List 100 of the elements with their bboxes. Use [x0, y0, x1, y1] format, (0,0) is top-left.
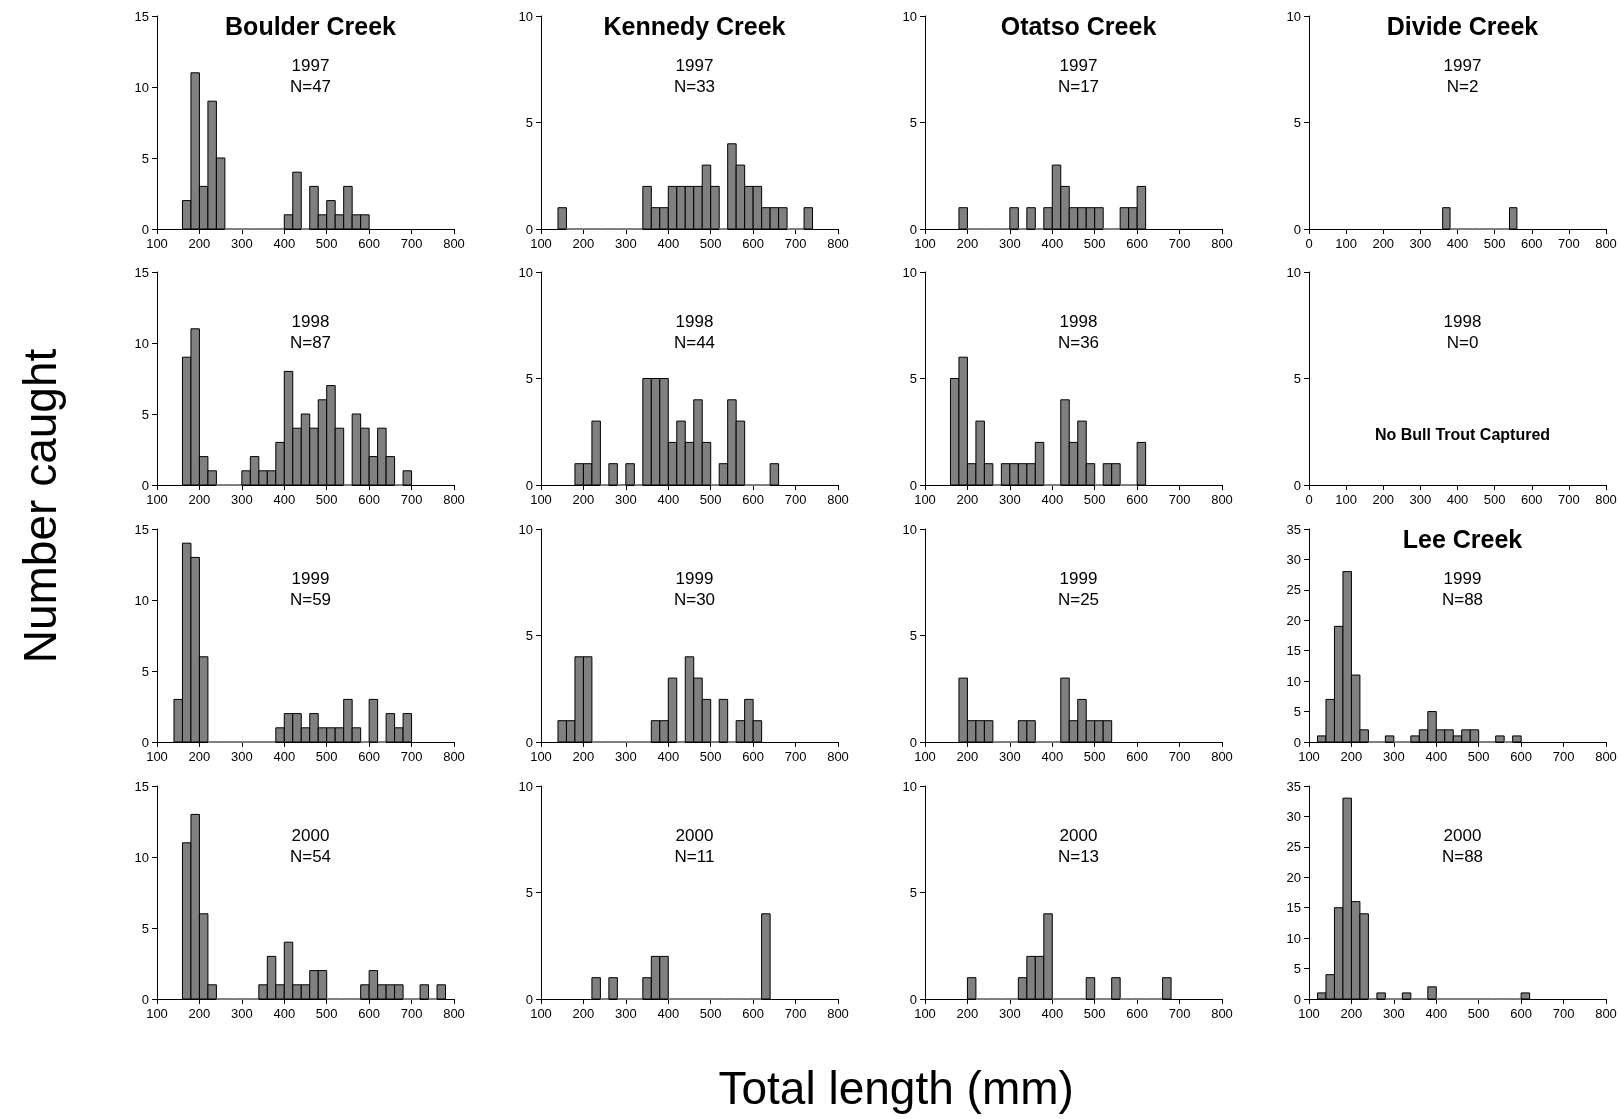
x-tick-label: 600: [742, 236, 764, 251]
annotation: N=59: [289, 590, 332, 609]
y-tick-label: 5: [525, 885, 533, 900]
y-tick-label: 10: [902, 778, 917, 794]
text: 1997: [1443, 56, 1482, 75]
x-tick-label: 300: [1383, 1006, 1405, 1021]
y-tick-label: 0: [141, 477, 149, 493]
x-tick-label: 500: [1083, 236, 1106, 251]
x-tick-label: 700: [400, 1006, 423, 1021]
y-tick-label: 0: [1293, 221, 1301, 237]
y-tick-label: 10: [1286, 673, 1301, 689]
x-tick-label: 700: [400, 749, 423, 764]
x-tick-label: 100: [1298, 1006, 1320, 1021]
y-tick-label: 0: [909, 734, 917, 750]
x-tick-label: 200: [188, 749, 211, 764]
annotation: N=0: [1446, 333, 1479, 352]
x-tick-label: 200: [188, 492, 211, 507]
x-tick-label: 700: [784, 1006, 807, 1021]
y-tick-label: 0: [1293, 734, 1301, 750]
x-tick-label: 400: [1041, 749, 1064, 764]
y-tick-label: 5: [141, 663, 149, 679]
y-tick-label: 5: [1293, 115, 1301, 130]
x-tick-label: 300: [999, 492, 1021, 507]
x-tick-label: 500: [699, 749, 722, 764]
x-tick-label: 400: [1041, 236, 1064, 251]
x-tick-label: 0: [1305, 236, 1313, 251]
y-tick-label: 0: [141, 991, 149, 1007]
text: 2000: [1059, 826, 1098, 845]
x-tick-label: 200: [188, 1006, 211, 1021]
y-tick-label: 10: [134, 849, 149, 865]
x-tick-label: 500: [1083, 1006, 1106, 1021]
x-tick-label: 700: [1168, 492, 1191, 507]
y-tick-label: 0: [525, 991, 533, 1007]
y-tick-label: 0: [141, 734, 149, 750]
text: 1999: [1059, 569, 1098, 588]
text: 1999: [291, 569, 330, 588]
x-tick-label: 600: [742, 492, 764, 507]
y-tick-label: 25: [1286, 839, 1301, 855]
x-tick-label: 600: [1520, 236, 1543, 251]
x-tick-label: 200: [1340, 749, 1363, 764]
x-tick-label: 500: [699, 492, 722, 507]
x-tick-label: 800: [827, 492, 849, 507]
x-tick-label: 700: [1168, 236, 1191, 251]
x-tick-label: 800: [443, 1006, 465, 1021]
x-tick-label: 800: [443, 749, 465, 764]
x-tick-label: 700: [1552, 749, 1575, 764]
y-tick-label: 5: [141, 150, 149, 166]
x-tick-label: 800: [1595, 236, 1617, 251]
x-tick-label: 400: [1041, 1006, 1064, 1021]
y-tick-label: 5: [909, 115, 917, 130]
y-tick-label: 30: [1286, 808, 1301, 824]
y-axis-title: Number caught: [12, 348, 67, 664]
annotation: N=11: [674, 847, 715, 866]
x-tick-label: 400: [657, 236, 680, 251]
y-tick-label: 10: [134, 592, 149, 608]
y-tick-label: 0: [525, 477, 533, 493]
y-tick-label: 0: [141, 221, 149, 237]
x-tick-label: 100: [530, 236, 552, 251]
y-tick-label: 20: [1286, 612, 1301, 628]
x-tick-label: 100: [914, 236, 936, 251]
x-tick-label: 800: [827, 236, 849, 251]
chart-title: Divide Creek: [1386, 11, 1539, 40]
x-tick-label: 100: [914, 492, 936, 507]
y-tick-label: 30: [1286, 551, 1301, 567]
x-tick-label: 600: [742, 749, 764, 764]
x-tick-label: 100: [146, 749, 168, 764]
x-tick-label: 500: [315, 1006, 338, 1021]
y-tick-label: 5: [525, 628, 533, 643]
y-tick-label: 15: [134, 8, 149, 24]
annotation: N=30: [673, 590, 716, 609]
x-tick-label: 200: [1340, 1006, 1363, 1021]
y-tick-label: 15: [1286, 900, 1301, 916]
x-tick-label: 300: [231, 749, 253, 764]
text: 1997: [675, 56, 714, 75]
y-tick-label: 10: [134, 335, 149, 351]
x-tick-label: 500: [1483, 492, 1506, 507]
y-tick-label: 5: [141, 920, 149, 936]
x-tick-label: 300: [231, 492, 253, 507]
x-tick-label: 700: [1558, 492, 1580, 507]
x-tick-label: 600: [1510, 1006, 1532, 1021]
x-tick-label: 500: [1483, 236, 1506, 251]
x-tick-label: 800: [443, 492, 465, 507]
x-tick-label: 500: [699, 1006, 722, 1021]
text: 1998: [1059, 312, 1098, 331]
chart-title: Otatso Creek: [1000, 11, 1157, 40]
text: 1999: [1443, 569, 1482, 588]
annotation: N=25: [1057, 590, 1100, 609]
y-tick-label: 5: [141, 406, 149, 422]
y-tick-label: 5: [1293, 371, 1301, 386]
x-tick-label: 400: [273, 492, 296, 507]
x-tick-label: 300: [1409, 492, 1432, 507]
x-tick-label: 800: [1595, 1006, 1617, 1021]
annotation: N=47: [289, 77, 332, 96]
x-tick-label: 700: [784, 749, 807, 764]
annotation: N=54: [289, 847, 332, 866]
x-tick-label: 400: [273, 236, 296, 251]
x-tick-label: 500: [1467, 749, 1490, 764]
x-tick-label: 800: [827, 1006, 849, 1021]
text: 1997: [291, 56, 330, 75]
y-tick-label: 0: [909, 991, 917, 1007]
